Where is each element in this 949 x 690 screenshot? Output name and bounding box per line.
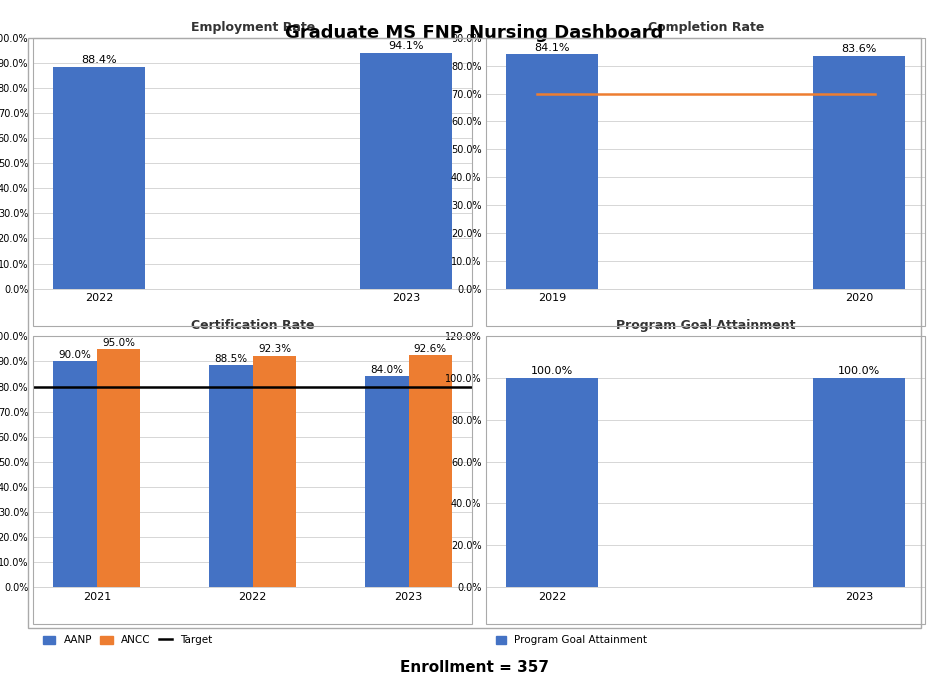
Bar (360, 52, 452, 288)
Bar (252, 355, 296, 587)
Legend: Completion Rate, Target Rate: Completion Rate, Target Rate (492, 333, 698, 351)
Bar (53, 67, 145, 288)
Text: Enrollment = 357: Enrollment = 357 (400, 660, 549, 675)
Legend: % of alumni reported being employed.: % of alumni reported being employed. (38, 333, 267, 351)
Bar (813, 378, 905, 587)
Bar (507, 55, 599, 288)
Title: Program Goal Attainment: Program Goal Attainment (616, 319, 795, 333)
Text: 100.0%: 100.0% (531, 366, 573, 376)
Text: 84.0%: 84.0% (370, 365, 403, 375)
Text: 92.3%: 92.3% (258, 344, 291, 355)
Bar (507, 378, 599, 587)
Legend: Program Goal Attainment: Program Goal Attainment (492, 631, 652, 649)
Text: 88.4%: 88.4% (82, 55, 117, 65)
Bar (209, 365, 252, 587)
Text: 100.0%: 100.0% (838, 366, 881, 376)
Text: Graduate MS FNP Nursing Dashboard: Graduate MS FNP Nursing Dashboard (286, 24, 663, 42)
Text: 84.1%: 84.1% (534, 43, 570, 53)
Bar (813, 56, 905, 288)
Text: 94.1%: 94.1% (388, 41, 424, 51)
Title: Employment Rate: Employment Rate (191, 21, 315, 34)
Title: Certification Rate: Certification Rate (191, 319, 314, 333)
Text: 88.5%: 88.5% (214, 354, 248, 364)
Text: 83.6%: 83.6% (842, 44, 877, 55)
Bar (365, 377, 408, 587)
Bar (408, 355, 452, 587)
Bar (97, 349, 140, 587)
Title: Completion Rate: Completion Rate (647, 21, 764, 34)
Bar (53, 362, 97, 587)
Text: 90.0%: 90.0% (59, 351, 91, 360)
Text: 92.6%: 92.6% (414, 344, 447, 354)
Legend: AANP, ANCC, Target: AANP, ANCC, Target (38, 631, 216, 649)
Text: 95.0%: 95.0% (102, 337, 135, 348)
